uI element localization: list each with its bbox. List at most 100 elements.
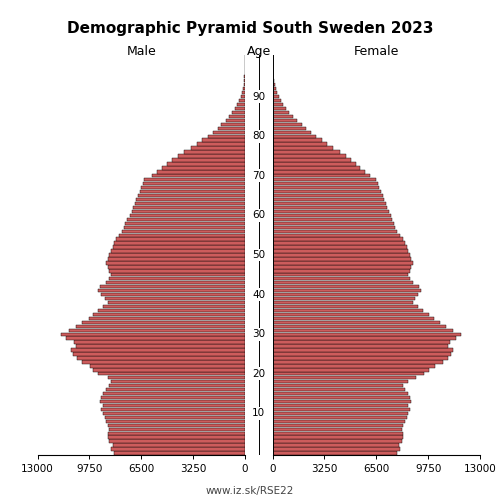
Bar [106, 281, 245, 284]
Bar [272, 356, 448, 360]
Bar [108, 432, 245, 435]
Bar [272, 428, 402, 431]
Bar [72, 352, 245, 356]
Bar [226, 118, 245, 122]
Bar [272, 305, 418, 308]
Bar [272, 261, 413, 264]
Bar [114, 242, 245, 245]
Bar [108, 424, 245, 427]
Bar [272, 273, 408, 276]
Bar [272, 114, 293, 118]
Bar [111, 273, 245, 276]
Bar [272, 360, 444, 364]
Bar [110, 428, 245, 431]
Bar [140, 190, 245, 194]
Bar [240, 95, 245, 98]
Bar [82, 360, 245, 364]
Bar [116, 238, 245, 241]
Bar [272, 166, 360, 170]
Bar [152, 174, 245, 178]
Bar [272, 254, 410, 256]
Bar [221, 122, 245, 126]
Bar [232, 110, 245, 114]
Text: Age: Age [246, 45, 271, 58]
Text: www.iz.sk/RSE22: www.iz.sk/RSE22 [206, 486, 294, 496]
Bar [272, 158, 350, 162]
Bar [272, 218, 392, 221]
Bar [272, 206, 388, 209]
Bar [272, 396, 410, 400]
Bar [272, 226, 396, 229]
Bar [244, 83, 245, 86]
Text: 10: 10 [252, 408, 266, 418]
Bar [272, 332, 461, 336]
Bar [272, 269, 410, 272]
Bar [272, 432, 404, 435]
Bar [142, 186, 245, 190]
Bar [272, 344, 448, 348]
Bar [102, 408, 245, 411]
Bar [218, 126, 245, 130]
Text: Male: Male [126, 45, 156, 58]
Bar [272, 170, 365, 173]
Bar [272, 138, 322, 142]
Bar [110, 254, 245, 256]
Bar [272, 416, 406, 419]
Bar [272, 392, 408, 396]
Bar [272, 126, 306, 130]
Bar [138, 194, 245, 198]
Bar [127, 218, 245, 221]
Bar [272, 242, 405, 245]
Bar [272, 340, 450, 344]
Bar [272, 404, 408, 407]
Bar [130, 214, 245, 217]
Bar [272, 412, 408, 415]
Bar [98, 289, 245, 292]
Bar [103, 404, 245, 407]
Bar [144, 178, 245, 182]
Bar [104, 416, 245, 419]
Bar [272, 372, 424, 376]
Bar [272, 352, 452, 356]
Bar [88, 316, 245, 320]
Bar [108, 265, 245, 268]
Text: 70: 70 [252, 171, 266, 181]
Bar [272, 146, 333, 150]
Bar [237, 103, 245, 106]
Bar [162, 166, 245, 170]
Bar [272, 142, 327, 146]
Bar [112, 246, 245, 249]
Bar [272, 408, 410, 411]
Bar [111, 448, 245, 450]
Bar [272, 380, 408, 384]
Bar [66, 336, 245, 340]
Bar [272, 71, 273, 74]
Bar [178, 154, 245, 158]
Bar [110, 277, 245, 280]
Bar [90, 364, 245, 368]
Bar [272, 99, 280, 102]
Bar [172, 158, 245, 162]
Bar [229, 114, 245, 118]
Bar [76, 324, 245, 328]
Bar [272, 107, 286, 110]
Bar [272, 246, 406, 249]
Bar [244, 79, 245, 82]
Bar [272, 103, 283, 106]
Bar [272, 324, 446, 328]
Bar [184, 150, 245, 154]
Bar [272, 210, 389, 213]
Bar [234, 107, 245, 110]
Bar [108, 436, 245, 439]
Bar [190, 146, 245, 150]
Bar [272, 436, 404, 439]
Bar [102, 396, 245, 400]
Bar [126, 222, 245, 225]
Bar [100, 285, 245, 288]
Bar [98, 309, 245, 312]
Bar [272, 87, 276, 90]
Bar [272, 75, 274, 78]
Text: 90: 90 [252, 92, 266, 102]
Text: 30: 30 [252, 329, 266, 339]
Bar [134, 206, 245, 209]
